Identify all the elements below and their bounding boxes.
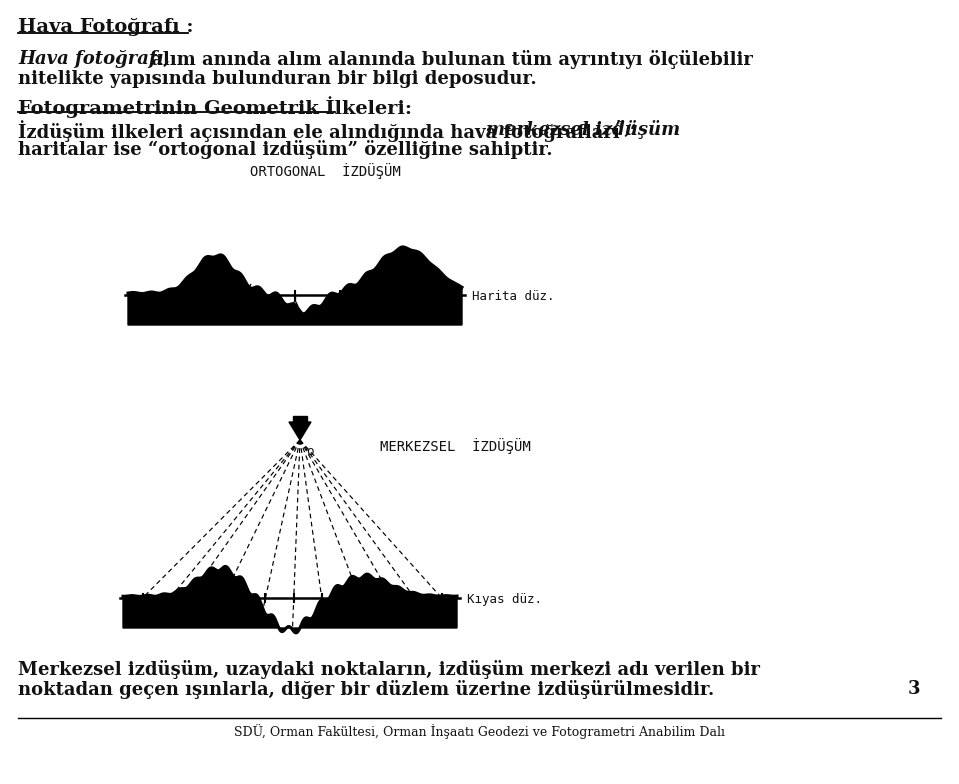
Text: o: o xyxy=(306,445,314,458)
Text: nitelikte yapısında bulunduran bir bilgi deposudur.: nitelikte yapısında bulunduran bir bilgi… xyxy=(18,70,537,88)
Text: Hava fotoğrafı,: Hava fotoğrafı, xyxy=(18,50,170,68)
Text: ORTOGONAL  İZDÜŞÜM: ORTOGONAL İZDÜŞÜM xyxy=(250,163,401,179)
Text: Kıyas düz.: Kıyas düz. xyxy=(467,593,542,606)
Text: ”,: ”, xyxy=(615,120,631,138)
Text: SDÜ, Orman Fakültesi, Orman İnşaatı Geodezi ve Fotogrametri Anabilim Dalı: SDÜ, Orman Fakültesi, Orman İnşaatı Geod… xyxy=(235,724,726,739)
Polygon shape xyxy=(123,566,457,633)
Polygon shape xyxy=(128,247,462,325)
Text: haritalar ise “ortogonal izdüşüm” özelliğine sahiptir.: haritalar ise “ortogonal izdüşüm” özelli… xyxy=(18,140,552,159)
Text: MERKEZSEL  İZDÜŞÜM: MERKEZSEL İZDÜŞÜM xyxy=(380,438,530,454)
Polygon shape xyxy=(289,422,311,440)
Text: Fotogrametrinin Geometrik İlkeleri:: Fotogrametrinin Geometrik İlkeleri: xyxy=(18,96,412,118)
Text: merkezsel izdüşüm: merkezsel izdüşüm xyxy=(486,120,680,139)
Polygon shape xyxy=(293,416,307,422)
Text: Hava Fotoğrafı :: Hava Fotoğrafı : xyxy=(18,18,194,36)
Text: noktadan geçen ışınlarla, diğer bir düzlem üzerine izdüşürülmesidir.: noktadan geçen ışınlarla, diğer bir düzl… xyxy=(18,680,714,699)
Text: Merkezsel izdüşüm, uzaydaki noktaların, izdüşüm merkezi adı verilen bir: Merkezsel izdüşüm, uzaydaki noktaların, … xyxy=(18,660,760,679)
Text: alım anında alım alanında bulunan tüm ayrıntıyı ölçülebilir: alım anında alım alanında bulunan tüm ay… xyxy=(145,50,753,69)
Text: İzdüşüm ilkeleri açısından ele alındığında hava fotoğrafları “: İzdüşüm ilkeleri açısından ele alındığın… xyxy=(18,120,636,142)
Text: Harita düz.: Harita düz. xyxy=(472,290,554,303)
Text: 3: 3 xyxy=(907,680,920,698)
